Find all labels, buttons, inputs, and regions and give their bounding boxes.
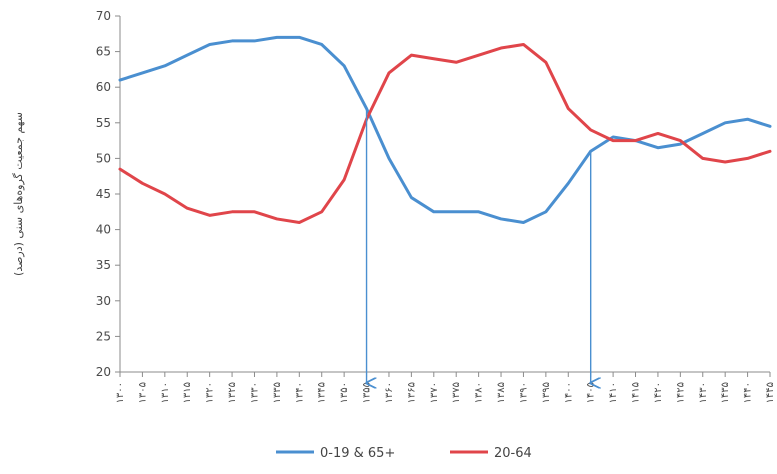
x-tick-label: ۱۳۴۰	[294, 382, 305, 403]
legend-item-0-19-and-65-plus: 0-19 & 65+	[276, 446, 395, 461]
x-tick-label: ۱۴۱۰	[608, 382, 619, 403]
y-tick-label: 60	[96, 80, 111, 94]
legend: 0-19 & 65+ 20-64	[276, 446, 532, 461]
series-line-20-64	[118, 42, 772, 224]
y-axis-label: سهم جمعیت گروه‌های سنی (درصد)	[12, 112, 25, 276]
legend-label: 0-19 & 65+	[320, 446, 395, 461]
x-tick-label: ۱۳۵۵	[362, 382, 373, 403]
x-tick-label: ۱۳۷۰	[429, 382, 440, 403]
y-axis-title-group: سهم جمعیت گروه‌های سنی (درصد)	[12, 112, 25, 276]
x-tick-label: ۱۳۳۵	[272, 382, 283, 403]
legend-label: 20-64	[494, 446, 532, 461]
x-tick-label: ۱۳۰۵	[137, 382, 148, 403]
x-tick-label: ۱۳۲۵	[227, 382, 238, 403]
series-group	[118, 35, 772, 224]
x-tick-label: ۱۳۰۰	[115, 382, 126, 403]
x-tick-label: ۱۴۳۰	[698, 382, 709, 403]
x-tick-label: ۱۴۰۵	[586, 382, 597, 403]
y-tick-label: 35	[96, 258, 111, 272]
x-tick-label: ۱۳۱۵	[182, 382, 193, 403]
x-tick-label: ۱۴۲۰	[653, 382, 664, 403]
x-tick-label: ۱۳۵۰	[339, 382, 350, 403]
axes-group: 20 25 30 35 40 45 50 55 60 65 70 ۱۳۰۰ ۱۳۰۵ ۱۳۱۰ ۱۳۱۵ ۱۳…	[96, 9, 776, 403]
series-line-0-19-and-65-plus	[118, 35, 772, 224]
x-tick-label: ۱۴۲۵	[675, 382, 686, 403]
x-tick-label: ۱۳۹۰	[518, 382, 529, 403]
y-tick-label: 25	[96, 329, 111, 343]
x-tick-label: ۱۳۹۵	[541, 382, 552, 403]
x-tick-label: ۱۳۲۰	[205, 382, 216, 403]
x-tick-label: ۱۴۴۵	[765, 382, 776, 403]
y-tick-label: 65	[96, 45, 111, 59]
x-tick-label: ۱۳۸۰	[474, 382, 485, 403]
x-tick-label: ۱۳۱۰	[160, 382, 171, 403]
x-tick-label: ۱۳۴۵	[317, 382, 328, 403]
x-tick-label: ۱۳۷۵	[451, 382, 462, 403]
x-tick-label: ۱۴۰۰	[563, 382, 574, 403]
x-tick-label: ۱۴۴۰	[743, 382, 754, 403]
x-tick-label: ۱۳۶۵	[406, 382, 417, 403]
y-tick-label: 30	[96, 294, 111, 308]
x-tick-label: ۱۳۸۵	[496, 382, 507, 403]
x-tick-label: ۱۳۳۰	[249, 382, 260, 403]
legend-item-20-64: 20-64	[450, 446, 532, 461]
y-tick-label: 20	[96, 365, 111, 379]
y-tick-label: 50	[96, 151, 111, 165]
y-tick-label: 45	[96, 187, 111, 201]
y-tick-label: 40	[96, 223, 111, 237]
annotation-group	[367, 108, 591, 383]
y-tick-label: 55	[96, 116, 111, 130]
x-tick-label: ۱۴۳۵	[720, 382, 731, 403]
x-tick-label: ۱۳۶۰	[384, 382, 395, 403]
y-tick-label: 70	[96, 9, 111, 23]
x-tick-label: ۱۴۱۵	[631, 382, 642, 403]
